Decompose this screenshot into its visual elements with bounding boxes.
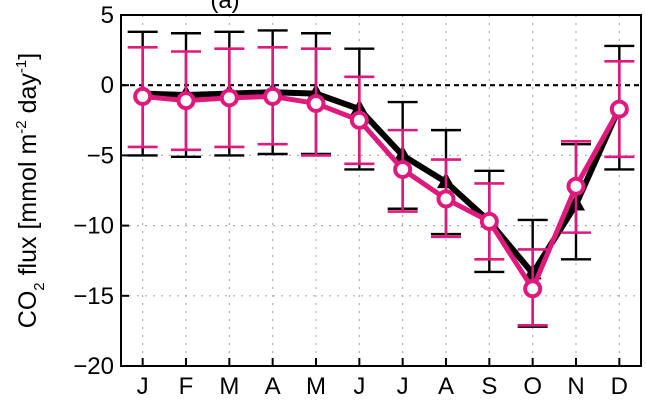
x-tick-label: A xyxy=(438,373,454,400)
ylabel-subscript: 2 xyxy=(31,282,48,290)
y-tick-label: −20 xyxy=(73,353,114,380)
x-tick-label: M xyxy=(306,373,326,400)
ylabel-middle-2: day xyxy=(14,73,42,121)
data-point-circle xyxy=(219,88,239,108)
data-point-circle xyxy=(523,279,543,299)
series-layer xyxy=(127,29,635,328)
x-tick-label: D xyxy=(611,373,628,400)
data-point-circle xyxy=(609,99,629,119)
plot-frame xyxy=(120,14,642,367)
data-point-circle xyxy=(436,189,456,209)
x-tick-label: J xyxy=(397,373,409,400)
data-point-circle xyxy=(393,159,413,179)
series-line xyxy=(142,93,622,292)
x-tick-label: M xyxy=(219,373,239,400)
data-point-circle xyxy=(479,211,499,231)
series-triangle xyxy=(127,29,635,328)
y-tick-label: 5 xyxy=(101,2,114,29)
data-point-circle xyxy=(133,86,153,106)
grid-layer xyxy=(121,15,641,366)
x-tick-label: O xyxy=(523,373,542,400)
x-tick-label: S xyxy=(481,373,497,400)
x-tick-label: J xyxy=(137,373,149,400)
data-point-circle xyxy=(306,93,326,113)
x-tick-label: N xyxy=(567,373,584,400)
data-point-circle xyxy=(566,176,586,196)
data-point-circle xyxy=(176,91,196,111)
tick-layer: J F M A M J J A S O N D50−5−10−15−20 xyxy=(73,2,628,400)
x-tick-label: A xyxy=(265,373,281,400)
ylabel-middle: flux [mmol m xyxy=(14,134,42,283)
series-circle xyxy=(127,45,635,327)
y-tick-label: −5 xyxy=(87,142,114,169)
ylabel-superscript-1: -2 xyxy=(13,120,30,133)
data-point-circle xyxy=(349,110,369,130)
y-tick-label: −15 xyxy=(73,283,114,310)
series-line xyxy=(142,89,623,277)
ylabel-superscript-2: -1 xyxy=(13,60,30,73)
ylabel-prefix: CO xyxy=(14,291,42,329)
y-tick-label: −10 xyxy=(73,213,114,240)
x-tick-label: F xyxy=(179,373,194,400)
y-axis-title: CO2 flux [mmol m-2 day-1] xyxy=(13,53,48,328)
chart-title: (a) xyxy=(210,0,239,14)
x-tick-label: J xyxy=(353,373,365,400)
ylabel-suffix: ] xyxy=(14,53,42,60)
data-point-circle xyxy=(263,86,283,106)
y-tick-label: 0 xyxy=(101,72,114,99)
